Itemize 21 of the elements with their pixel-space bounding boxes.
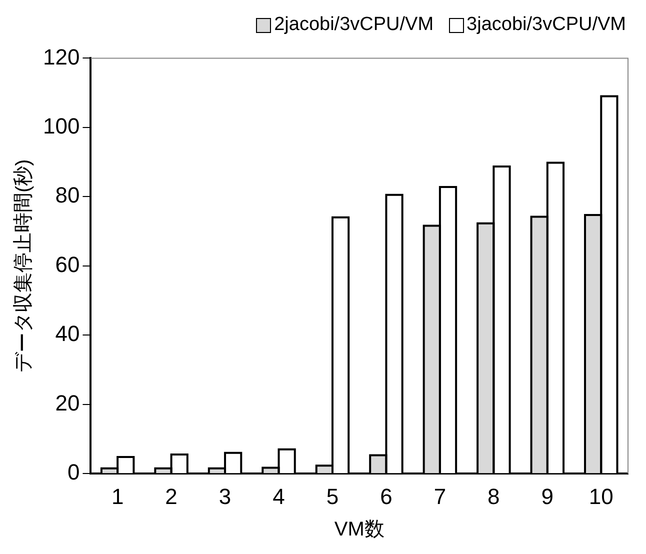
x-tick-label: 6 xyxy=(380,484,392,509)
x-tick-label: 4 xyxy=(272,484,285,509)
y-axis-title: データ収集停止時間(秒) xyxy=(12,159,35,373)
x-tick-label: 9 xyxy=(541,484,554,509)
y-tick-label: 60 xyxy=(55,252,80,277)
legend-label: 2jacobi/3vCPU/VM xyxy=(274,14,434,36)
y-tick-label: 20 xyxy=(55,390,80,416)
x-axis-title: VM数 xyxy=(334,518,384,541)
x-tick-label: 7 xyxy=(434,484,446,509)
x-tick-label: 1 xyxy=(111,484,124,509)
y-tick-label: 100 xyxy=(42,113,80,138)
y-tick-label: 40 xyxy=(55,321,80,346)
x-tick-label: 2 xyxy=(165,484,178,509)
x-tick-label: 3 xyxy=(218,484,232,509)
x-tick-label: 5 xyxy=(326,484,339,509)
y-tick-label: 120 xyxy=(42,44,80,70)
y-tick-label: 0 xyxy=(67,460,80,485)
y-tick-label: 80 xyxy=(55,182,80,208)
x-tick-label: 10 xyxy=(588,484,614,509)
x-tick-label: 8 xyxy=(488,484,500,509)
legend-label: 3jacobi/3vCPU/VM xyxy=(466,14,626,36)
